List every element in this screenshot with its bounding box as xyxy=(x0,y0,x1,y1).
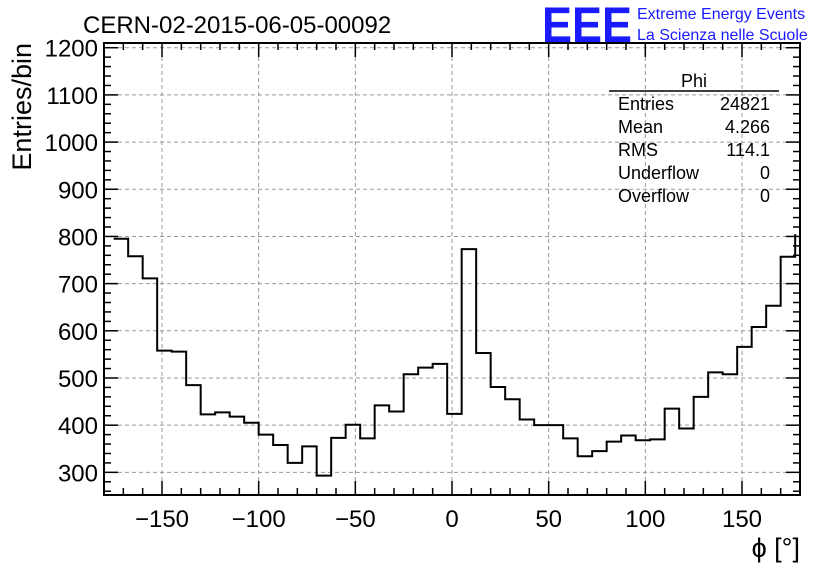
x-axis-label: ϕ [°] xyxy=(752,533,800,563)
y-tick-label: 700 xyxy=(58,272,98,299)
stats-value: 24821 xyxy=(720,94,770,114)
y-tick-label: 600 xyxy=(58,319,98,346)
grid-lines xyxy=(104,43,800,495)
x-tick-label: −50 xyxy=(335,506,376,533)
y-tick-label: 1000 xyxy=(45,130,98,157)
stats-box: Phi Entries 24821 Mean 4.266 RMS 114.1 Underfl… xyxy=(609,71,779,206)
eee-logo: EEE Extreme Energy Events La Scienza nel… xyxy=(542,0,808,53)
x-tick-label: 0 xyxy=(445,506,458,533)
x-tick-label: 50 xyxy=(535,506,562,533)
stats-label: Underflow xyxy=(618,163,700,183)
axis-tick-labels: −150 −100 −50 0 50 100 150 300 400 500 600 700 800 90… xyxy=(45,36,762,533)
x-tick-label: 100 xyxy=(625,506,665,533)
stats-label: Overflow xyxy=(618,186,690,206)
stats-label: Mean xyxy=(618,117,663,137)
stats-title: Phi xyxy=(681,71,707,91)
logo-line-1: Extreme Energy Events xyxy=(637,6,805,23)
y-tick-label: 800 xyxy=(58,224,98,251)
axis-ticks xyxy=(103,43,801,495)
y-tick-label: 500 xyxy=(58,366,98,393)
y-tick-label: 400 xyxy=(58,413,98,440)
stats-value: 0 xyxy=(760,163,770,183)
logo-line-2: La Scienza nelle Scuole xyxy=(637,27,808,44)
chart-title: CERN-02-2015-06-05-00092 xyxy=(83,12,391,39)
y-tick-label: 1200 xyxy=(45,36,98,63)
y-tick-label: 1100 xyxy=(46,83,98,110)
y-axis-label: Entries/bin xyxy=(7,43,37,171)
stats-value: 4.266 xyxy=(725,117,770,137)
x-tick-label: −150 xyxy=(135,506,189,533)
stats-label: RMS xyxy=(618,140,658,160)
stats-value: 114.1 xyxy=(726,140,770,160)
histogram-line xyxy=(113,234,797,477)
x-tick-label: 150 xyxy=(722,506,762,533)
stats-label: Entries xyxy=(618,94,674,114)
stats-value: 0 xyxy=(760,186,770,206)
x-tick-label: −100 xyxy=(232,506,286,533)
y-tick-label: 900 xyxy=(58,177,98,204)
y-tick-label: 300 xyxy=(58,460,98,487)
